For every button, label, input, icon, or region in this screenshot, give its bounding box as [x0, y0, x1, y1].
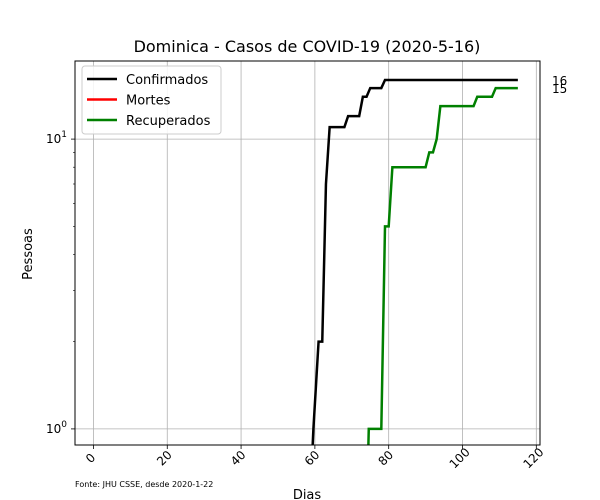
- series-layer: [311, 78, 518, 446]
- y-tick-label: 101: [46, 130, 67, 146]
- legend: Confirmados Mortes Recuperados: [81, 65, 222, 135]
- y-axis-label: Pessoas: [21, 228, 36, 280]
- series-line-recuperados: [367, 86, 518, 446]
- footnote: Fonte: JHU CSSE, desde 2020-1-22: [75, 480, 213, 489]
- series-line-confirmados: [311, 78, 518, 446]
- end-label: 15: [552, 82, 567, 96]
- legend-box: [81, 65, 222, 135]
- plot-frame: [74, 60, 541, 446]
- legend-label-confirmados: Confirmados: [126, 73, 208, 88]
- end-label: 16: [552, 74, 567, 88]
- x-axis-label: Dias: [293, 488, 322, 500]
- chart-title: Dominica - Casos de COVID-19 (2020-5-16): [134, 37, 481, 56]
- legend-label-recuperados: Recuperados: [126, 114, 211, 129]
- y-tick-label: 100: [46, 420, 67, 436]
- legend-label-mortes: Mortes: [126, 94, 171, 109]
